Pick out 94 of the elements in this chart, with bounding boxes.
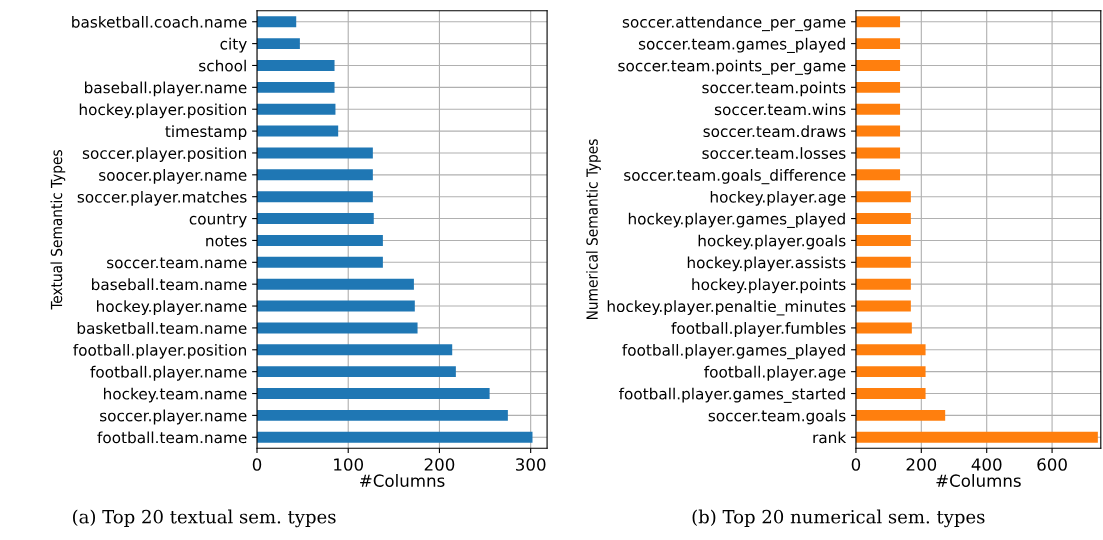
bar: [855, 344, 926, 356]
x-tick-label: 0: [851, 458, 861, 471]
x-tick-label: 300: [516, 458, 546, 471]
y-tick-label: hockey.team.name: [104, 387, 247, 403]
bar: [257, 278, 414, 290]
y-tick-label: soccer.team.name: [107, 257, 247, 269]
bar: [855, 147, 901, 159]
y-tick-label: soccer.team.points_per_game: [618, 59, 846, 75]
y-tick-label: football.player.games_played: [622, 343, 845, 360]
x-tick-label: 0: [252, 458, 262, 471]
x-axis-title: #Columns: [360, 474, 445, 487]
y-tick-label: basketball.team.name: [77, 322, 247, 334]
y-tick-label: football.player.games_started: [618, 387, 845, 403]
y-tick-label: football.team.name: [97, 431, 247, 444]
bar: [257, 169, 373, 181]
bar: [257, 388, 490, 399]
y-tick-label: soccer.team.goals: [708, 409, 846, 425]
bar: [855, 103, 901, 115]
bar: [855, 388, 926, 399]
y-tick-label: soccer.player.name: [100, 409, 247, 425]
bar: [855, 322, 912, 334]
bar: [257, 213, 374, 225]
y-tick-label: football.player.age: [704, 365, 846, 381]
y-tick-label: soccer.team.wins: [714, 103, 846, 116]
x-tick-label: 600: [1037, 458, 1067, 471]
bar: [855, 431, 1098, 443]
y-tick-label: basketball.coach.name: [72, 15, 247, 28]
y-tick-label: notes: [206, 235, 247, 247]
y-tick-label: soccer.team.draws: [703, 125, 846, 138]
bar: [257, 16, 297, 28]
y-tick-label: football.player.fumbles: [671, 322, 846, 337]
y-tick-label: rank: [813, 431, 847, 444]
y-tick-label: timestamp: [165, 125, 247, 141]
bar: [257, 38, 300, 50]
y-axis-title: Textual Semantic Types: [50, 150, 66, 310]
bar: [257, 125, 339, 137]
x-tick-label: 200: [906, 458, 937, 471]
y-tick-label: school: [199, 59, 246, 72]
y-tick-label: soccer.team.games_played: [638, 37, 845, 54]
bar: [257, 300, 415, 312]
y-tick-label: soocer.player.name: [99, 169, 247, 184]
y-tick-label: football.player.position: [73, 343, 246, 359]
y-tick-label: soccer.team.goals_difference: [624, 169, 846, 185]
bar: [257, 147, 373, 159]
y-tick-label: hockey.player.games_played: [628, 212, 845, 228]
bar: [855, 213, 911, 225]
bar: [257, 191, 373, 203]
x-tick-label: 100: [334, 458, 364, 471]
bar: [855, 60, 901, 71]
x-axis-title: #Columns: [936, 474, 1021, 487]
y-tick-label: hockey.player.age: [710, 190, 846, 206]
y-tick-label: baseball.team.name: [92, 278, 247, 291]
bar: [855, 125, 901, 137]
y-tick-label: soccer.attendance_per_game: [622, 15, 846, 32]
bar: [855, 81, 901, 93]
y-tick-label: soccer.team.points: [702, 81, 846, 97]
bar: [257, 256, 383, 268]
bar: [257, 431, 533, 443]
x-tick-label: 200: [424, 458, 455, 471]
text: (b) Top 20 numerical sem. types: [692, 509, 985, 528]
bar: [855, 366, 926, 378]
text: (a) Top 20 textual sem. types: [73, 509, 336, 528]
y-tick-label: hockey.player.name: [97, 300, 247, 316]
y-tick-label: hockey.player.goals: [698, 234, 846, 250]
bar: [855, 234, 911, 246]
bar: [855, 300, 911, 312]
y-tick-label: hockey.player.assists: [687, 256, 846, 272]
y-tick-label: soccer.player.matches: [77, 190, 247, 206]
bar: [257, 60, 335, 71]
bar: [257, 344, 453, 356]
y-tick-label: hockey.player.penaltie_minutes: [607, 300, 846, 316]
y-tick-label: soccer.player.position: [82, 147, 246, 162]
bar: [855, 38, 901, 50]
y-tick-label: soccer.team.losses: [702, 147, 846, 159]
y-tick-label: hockey.player.points: [692, 278, 846, 294]
bar: [855, 191, 911, 203]
y-axis-title: Numerical Semantic Types: [586, 139, 601, 320]
bar: [855, 16, 901, 28]
y-tick-label: city: [220, 37, 247, 53]
y-tick-label: country: [189, 213, 247, 228]
bar: [855, 409, 946, 421]
bar: [257, 409, 508, 421]
bar: [257, 322, 418, 334]
bar: [257, 366, 456, 378]
x-tick-label: 400: [971, 458, 1002, 471]
bar: [257, 81, 335, 93]
y-tick-label: hockey.player.position: [79, 103, 246, 119]
bar: [257, 103, 336, 115]
y-tick-label: football.player.name: [90, 365, 247, 381]
bar: [855, 169, 901, 181]
bar: [257, 234, 383, 246]
bar: [855, 256, 911, 268]
y-tick-label: baseball.player.name: [85, 81, 247, 97]
bar: [855, 278, 911, 290]
